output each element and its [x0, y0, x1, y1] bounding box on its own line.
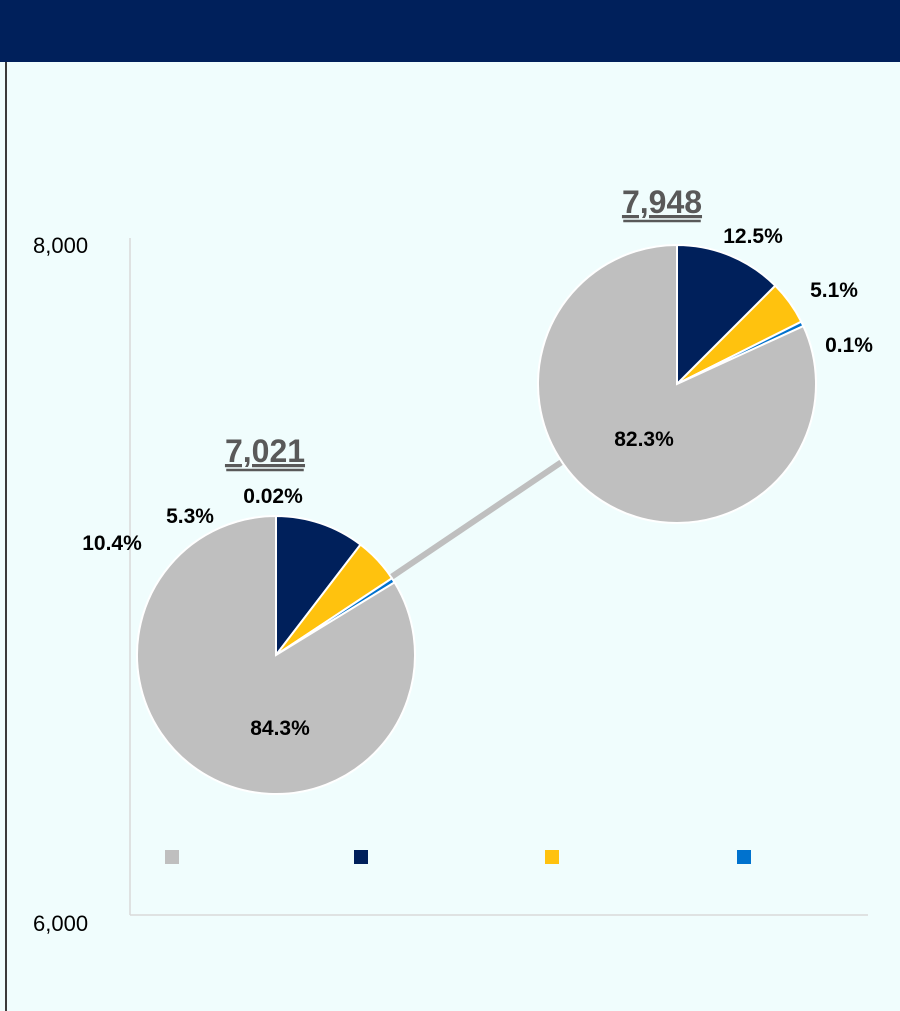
legend-swatch-3	[545, 850, 559, 864]
pie-2-slice-2	[676, 243, 777, 387]
y-tick-label-bottom: 6,000	[33, 911, 88, 936]
pie-1-slice-4-label: 0.02%	[243, 485, 303, 508]
y-tick-label-top: 8,000	[33, 233, 88, 258]
pie-2-slice-1-label: 82.3%	[614, 428, 674, 451]
pie-markers: 7,021 84.3% 10.4% 5.3% 0.02% 7,948 82.3% 12.5% 5…	[82, 184, 873, 795]
pie-1-slice-1-label: 84.3%	[250, 717, 310, 740]
pie-2-total-label: 7,948	[622, 184, 702, 220]
legend-swatch-4	[737, 850, 751, 864]
pie-1-total-label: 7,021	[225, 433, 305, 469]
legend-swatch-2	[354, 850, 368, 864]
pie-1-slice-2	[275, 514, 362, 658]
frame-left-border	[5, 62, 7, 1011]
legend-swatch-1	[165, 850, 179, 864]
pie-2-slice-3-label: 5.1%	[810, 279, 858, 302]
pie-1-slice-2-label: 10.4%	[82, 532, 142, 555]
legend	[165, 850, 751, 864]
pie-2-slice-1	[537, 243, 817, 524]
header-bar	[0, 0, 900, 62]
pie-1-slice-3-label: 5.3%	[166, 505, 214, 528]
pie-2-slice-4-label: 0.1%	[825, 334, 873, 357]
pie-1-slice-1	[136, 514, 416, 795]
pie-2-slice-2-label: 12.5%	[723, 225, 783, 248]
